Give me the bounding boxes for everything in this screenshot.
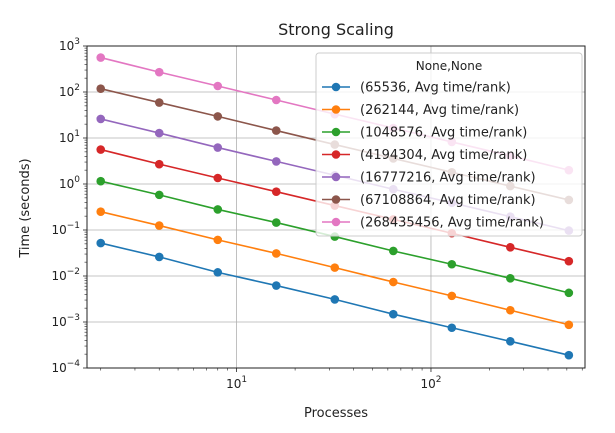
x-tick-label: 101 xyxy=(226,375,247,391)
data-point xyxy=(564,320,574,330)
series-2 xyxy=(96,207,574,330)
data-point xyxy=(96,176,106,186)
data-point xyxy=(154,98,164,107)
data-point xyxy=(506,305,515,315)
chart-title: Strong Scaling xyxy=(278,20,394,39)
data-point xyxy=(96,207,106,216)
legend-item: (4194304, Avg time/rank) xyxy=(322,148,527,163)
data-point xyxy=(154,252,164,262)
data-point xyxy=(564,288,574,298)
legend-item: (65536, Avg time/rank) xyxy=(322,81,511,96)
legend-item: (268435456, Avg time/rank) xyxy=(322,216,544,231)
data-point xyxy=(96,145,106,154)
data-point xyxy=(213,205,223,214)
data-point xyxy=(447,259,457,269)
y-tick-label: 102 xyxy=(59,83,80,99)
legend-swatch-marker xyxy=(331,82,341,92)
data-point xyxy=(388,246,398,256)
data-point xyxy=(96,84,106,93)
data-point xyxy=(96,238,106,248)
data-point xyxy=(388,309,398,319)
legend-title: None,None xyxy=(416,59,482,73)
data-point xyxy=(271,281,281,290)
legend-label: (262144, Avg time/rank) xyxy=(360,103,519,118)
data-point xyxy=(506,337,515,346)
data-point xyxy=(154,159,164,169)
series-1 xyxy=(96,238,574,360)
data-point xyxy=(213,268,223,277)
y-tick-label: 10−3 xyxy=(51,313,80,329)
data-point xyxy=(154,190,164,200)
y-axis-label: Time (seconds) xyxy=(18,158,33,258)
legend-swatch-marker xyxy=(331,127,341,137)
legend-swatch-marker xyxy=(331,195,341,204)
legend-item: (67108864, Avg time/rank) xyxy=(322,193,536,208)
legend-box xyxy=(315,52,583,237)
y-tick-label: 10−1 xyxy=(51,221,80,237)
data-point xyxy=(564,350,574,360)
x-tick-label: 102 xyxy=(420,375,441,391)
data-point xyxy=(271,95,281,105)
legend-swatch-marker xyxy=(331,217,341,227)
data-point xyxy=(213,143,223,152)
data-point xyxy=(506,243,515,252)
y-tick-label: 10−2 xyxy=(51,267,80,283)
legend-label: (16777216, Avg time/rank) xyxy=(360,171,536,186)
series-3 xyxy=(96,176,574,298)
data-point xyxy=(154,128,164,138)
data-point xyxy=(330,295,340,304)
y-tick-label: 101 xyxy=(59,129,80,145)
data-point xyxy=(154,221,164,230)
legend-label: (65536, Avg time/rank) xyxy=(360,81,511,96)
legend-swatch-marker xyxy=(331,172,341,182)
data-point xyxy=(213,173,223,183)
data-point xyxy=(271,187,281,197)
legend: None,None (65536, Avg time/rank) (262144, … xyxy=(315,52,583,237)
x-axis-label: Processes xyxy=(304,406,368,421)
legend-label: (1048576, Avg time/rank) xyxy=(360,126,527,141)
y-tick-label: 103 xyxy=(59,37,80,53)
legend-label: (268435456, Avg time/rank) xyxy=(360,216,544,231)
data-point xyxy=(447,291,457,301)
legend-label: (67108864, Avg time/rank) xyxy=(360,193,536,208)
legend-swatch-marker xyxy=(331,150,341,159)
axis-ticks: 101 102 10−4 10−3 10−2 10−1 100 101 102 103 xyxy=(51,37,583,391)
data-point xyxy=(213,235,223,245)
y-tick-label: 10−4 xyxy=(51,359,80,375)
plot-frame xyxy=(86,45,586,369)
data-point xyxy=(506,274,515,283)
data-point xyxy=(271,157,281,166)
data-point xyxy=(213,112,223,121)
data-point xyxy=(96,114,106,124)
legend-item: (16777216, Avg time/rank) xyxy=(322,171,536,186)
data-point xyxy=(330,263,340,272)
y-tick-label: 100 xyxy=(59,175,80,191)
data-point xyxy=(388,277,398,287)
data-point xyxy=(271,218,281,227)
legend-swatch-marker xyxy=(331,105,341,114)
legend-item: (1048576, Avg time/rank) xyxy=(322,126,527,141)
data-point xyxy=(447,323,457,333)
legend-label: (4194304, Avg time/rank) xyxy=(360,148,527,163)
data-point xyxy=(564,256,574,266)
legend-item: (262144, Avg time/rank) xyxy=(322,103,519,118)
data-point xyxy=(271,249,281,258)
data-point xyxy=(154,67,164,77)
data-point xyxy=(271,126,281,135)
data-point xyxy=(213,81,223,91)
data-point xyxy=(96,53,106,62)
